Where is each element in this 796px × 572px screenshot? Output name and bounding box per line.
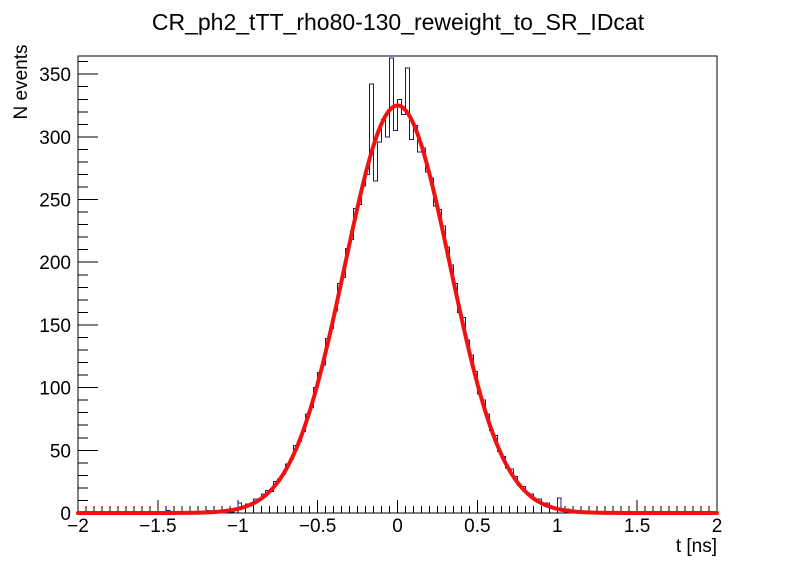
- histogram-line: [78, 57, 717, 514]
- gaussian-fit-curve: [76, 103, 719, 515]
- x-tick-label: 1.5: [624, 516, 650, 537]
- x-tick-label: −1.5: [139, 516, 177, 537]
- plot-frame: [77, 55, 718, 514]
- y-tick-label: 300: [39, 128, 71, 149]
- x-tick-label: 0: [392, 516, 403, 537]
- x-tick-label: 0.5: [464, 516, 490, 537]
- x-tick-label: −1: [227, 516, 249, 537]
- x-tick-label: 1: [552, 516, 563, 537]
- y-tick-label: 0: [60, 504, 71, 525]
- x-tick-label: −0.5: [299, 516, 337, 537]
- y-tick-label: 350: [39, 65, 71, 86]
- x-tick-label: −2: [67, 516, 89, 537]
- y-tick-label: 50: [50, 441, 71, 462]
- y-tick-label: 200: [39, 253, 71, 274]
- y-tick-label: 150: [39, 316, 71, 337]
- y-tick-label: 250: [39, 191, 71, 212]
- y-axis-title: N events: [11, 44, 32, 120]
- x-axis-title: t [ns]: [675, 536, 717, 557]
- y-tick-label: 100: [39, 379, 71, 400]
- chart-title: CR_ph2_tTT_rho80-130_reweight_to_SR_IDca…: [151, 9, 645, 35]
- x-tick-label: 2: [712, 516, 723, 537]
